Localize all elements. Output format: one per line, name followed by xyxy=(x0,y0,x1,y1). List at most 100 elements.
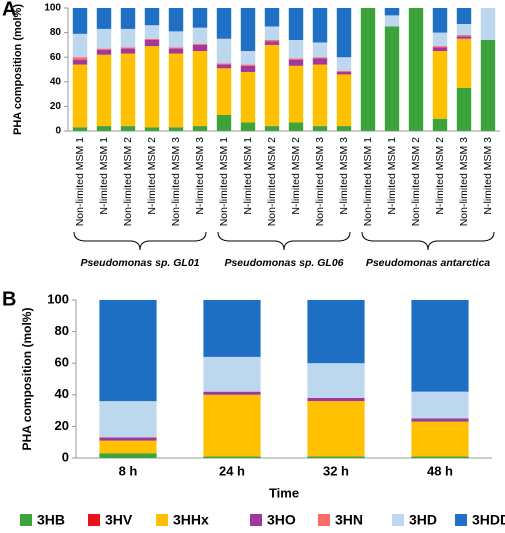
bar-segment xyxy=(203,300,261,357)
legend-swatch xyxy=(455,514,467,526)
legend-swatch xyxy=(88,514,100,526)
bar-segment xyxy=(192,43,208,45)
y-tick-label: 100 xyxy=(44,3,61,14)
bar-segment xyxy=(307,397,365,402)
y-tick-label: 40 xyxy=(50,76,62,87)
x-tick-label: N-limited MSM 3 xyxy=(482,137,494,215)
bar-segment xyxy=(264,41,280,45)
bar-segment xyxy=(120,126,136,131)
bar-segment xyxy=(312,57,328,59)
x-tick-label: 24 h xyxy=(219,463,245,478)
bar-segment xyxy=(411,300,469,392)
y-tick-label: 20 xyxy=(50,101,62,112)
bar-segment xyxy=(360,8,376,131)
bar-segment xyxy=(96,126,112,131)
group-brace xyxy=(73,231,207,251)
bar-segment xyxy=(307,363,365,398)
bar-segment xyxy=(240,71,256,123)
bar-segment xyxy=(432,47,448,52)
group-brace xyxy=(361,231,495,251)
legend-label: 3HHx xyxy=(173,512,209,528)
bar-segment xyxy=(456,87,472,131)
x-tick-label: N-limited MSM 2 xyxy=(290,137,302,215)
group-label: Pseudomonas sp. GL06 xyxy=(224,257,343,269)
bar-segment xyxy=(288,59,304,66)
x-tick-label: N-limited MSM 2 xyxy=(434,137,446,215)
bar-segment xyxy=(264,39,280,42)
bar-segment xyxy=(411,456,469,458)
x-tick-label: N-limited MSM 1 xyxy=(242,137,254,215)
y-tick-label: 80 xyxy=(55,323,69,338)
panel-label: B xyxy=(2,288,16,310)
bar-segment xyxy=(72,59,88,65)
x-tick-label: Non-limited MSM 3 xyxy=(458,137,470,226)
bar-segment xyxy=(99,401,157,438)
x-tick-label: Non-limited MSM 1 xyxy=(74,137,86,226)
bar-segment xyxy=(264,8,280,27)
bar-segment xyxy=(192,126,208,131)
bar-segment xyxy=(264,126,280,131)
bar-segment xyxy=(336,71,352,75)
y-axis-label: PHA composition (mol%) xyxy=(20,308,34,451)
bar-segment xyxy=(240,8,256,52)
bar-segment xyxy=(168,48,184,54)
legend-label: 3HO xyxy=(267,512,296,528)
bar-segment xyxy=(240,122,256,131)
bar-segment xyxy=(72,57,88,60)
bar-segment xyxy=(240,64,256,66)
y-tick-label: 0 xyxy=(55,126,61,137)
x-tick-label: Non-limited MSM 2 xyxy=(410,137,422,226)
x-tick-label: Non-limited MSM 2 xyxy=(122,137,134,226)
x-tick-label: 32 h xyxy=(323,463,349,478)
bar-segment xyxy=(203,391,261,395)
bar-segment xyxy=(216,63,232,65)
bar-segment xyxy=(216,115,232,131)
x-tick-label: N-limited MSM 2 xyxy=(146,137,158,215)
bar-segment xyxy=(480,8,496,40)
x-tick-label: Non-limited MSM 2 xyxy=(266,137,278,226)
x-axis-label: Time xyxy=(269,485,299,500)
bar-segment xyxy=(96,49,112,55)
bar-segment xyxy=(411,418,469,422)
y-tick-label: 60 xyxy=(55,355,69,370)
bar-segment xyxy=(96,48,112,50)
bar-segment xyxy=(312,42,328,58)
x-tick-label: Non-limited MSM 1 xyxy=(218,137,230,226)
bar-segment xyxy=(168,8,184,32)
y-tick-label: 20 xyxy=(55,418,69,433)
bar-segment xyxy=(72,64,88,128)
x-tick-label: Non-limited MSM 1 xyxy=(362,137,374,226)
bar-segment xyxy=(432,8,448,33)
bar-segment xyxy=(312,58,328,65)
bar-segment xyxy=(411,391,469,419)
bar-segment xyxy=(240,51,256,65)
panel-label: A xyxy=(2,0,16,20)
bar-segment xyxy=(96,8,112,29)
bar-segment xyxy=(99,453,157,458)
bar-segment xyxy=(216,64,232,69)
legend-swatch xyxy=(392,514,404,526)
bar-segment xyxy=(336,57,352,71)
legend-label: 3HDD xyxy=(472,512,505,528)
bar-segment xyxy=(384,8,400,16)
legend-label: 3HV xyxy=(105,512,133,528)
y-tick-label: 60 xyxy=(50,52,62,63)
bar-segment xyxy=(144,25,160,39)
bar-segment xyxy=(307,401,365,457)
bar-segment xyxy=(120,48,136,54)
bar-segment xyxy=(312,64,328,127)
bar-segment xyxy=(312,126,328,131)
bar-segment xyxy=(120,53,136,127)
legend-label: 3HN xyxy=(335,512,363,528)
y-tick-label: 100 xyxy=(47,291,69,306)
bar-segment xyxy=(120,28,136,48)
x-tick-label: N-limited MSM 3 xyxy=(338,137,350,215)
bar-segment xyxy=(408,8,424,131)
group-label: Pseudomonas sp. GL01 xyxy=(80,257,199,269)
bar-segment xyxy=(264,26,280,40)
legend-swatch xyxy=(250,514,262,526)
bar-segment xyxy=(144,46,160,128)
bar-segment xyxy=(432,51,448,119)
bar-segment xyxy=(456,8,472,24)
